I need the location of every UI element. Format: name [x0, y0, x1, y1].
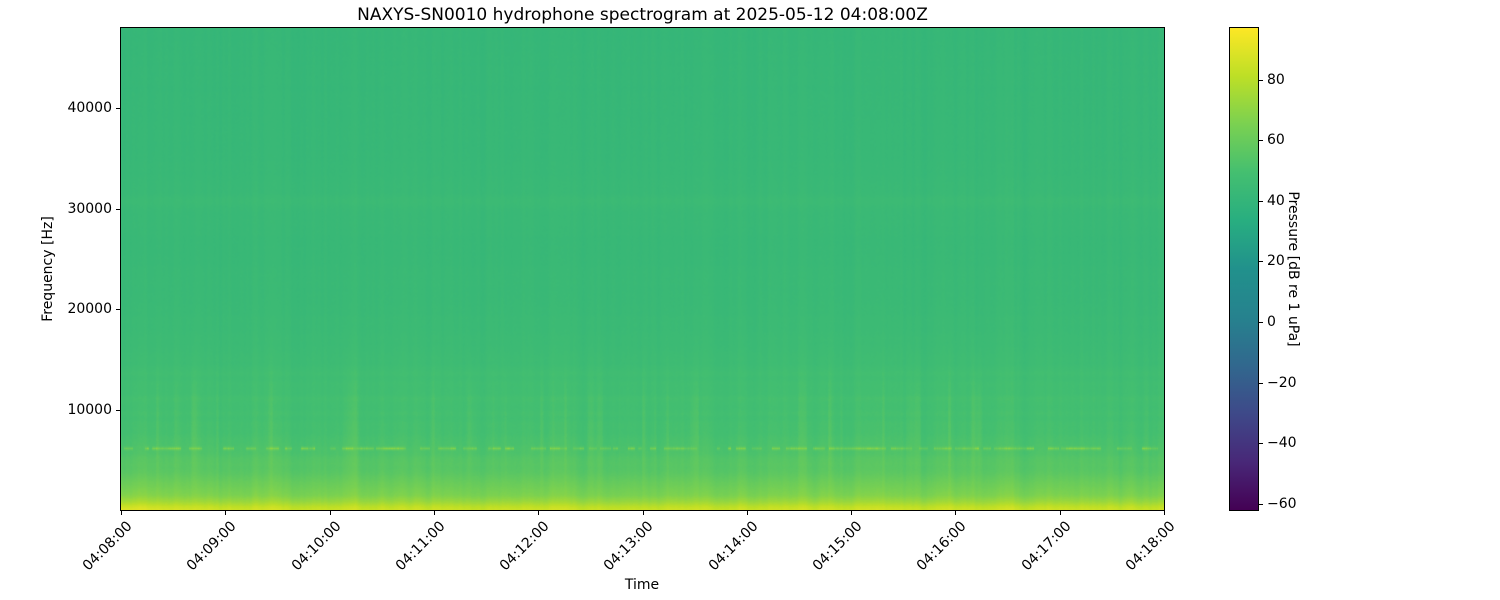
x-tick-label: 04:08:00	[79, 518, 136, 575]
colorbar-tick-label: 60	[1267, 132, 1285, 148]
x-tick-mark	[955, 511, 956, 515]
x-tick-mark	[330, 511, 331, 515]
colorbar-tick-mark	[1259, 443, 1263, 444]
y-tick-mark	[116, 108, 120, 109]
x-tick-label: 04:14:00	[705, 518, 762, 575]
y-tick-label: 10000	[67, 402, 112, 418]
x-tick-mark	[225, 511, 226, 515]
x-tick-mark	[1060, 511, 1061, 515]
colorbar	[1229, 27, 1259, 511]
colorbar-label: Pressure [dB re 1 uPa]	[1285, 191, 1301, 347]
x-tick-mark	[538, 511, 539, 515]
x-tick-label: 04:13:00	[600, 518, 657, 575]
colorbar-tick-label: −20	[1267, 375, 1297, 391]
y-tick-label: 40000	[67, 100, 112, 116]
x-tick-mark	[851, 511, 852, 515]
y-tick-label: 20000	[67, 301, 112, 317]
colorbar-tick-label: −60	[1267, 496, 1297, 512]
y-tick-label: 30000	[67, 201, 112, 217]
spectrogram-image	[121, 28, 1164, 510]
x-tick-label: 04:17:00	[1018, 518, 1075, 575]
x-tick-label: 04:09:00	[183, 518, 240, 575]
colorbar-tick-mark	[1259, 322, 1263, 323]
x-tick-label: 04:16:00	[913, 518, 970, 575]
colorbar-tick-mark	[1259, 201, 1263, 202]
x-tick-mark	[434, 511, 435, 515]
y-tick-mark	[116, 209, 120, 210]
colorbar-tick-label: 80	[1267, 72, 1285, 88]
x-tick-label: 04:12:00	[496, 518, 553, 575]
y-tick-mark	[116, 410, 120, 411]
chart-title: NAXYS-SN0010 hydrophone spectrogram at 2…	[357, 5, 928, 25]
x-tick-label: 04:15:00	[809, 518, 866, 575]
colorbar-tick-label: 0	[1267, 314, 1276, 330]
colorbar-tick-mark	[1259, 261, 1263, 262]
x-tick-label: 04:11:00	[392, 518, 449, 575]
x-axis-label: Time	[624, 577, 660, 593]
colorbar-tick-label: 20	[1267, 253, 1285, 269]
colorbar-tick-mark	[1259, 80, 1263, 81]
colorbar-tick-mark	[1259, 504, 1263, 505]
y-tick-mark	[116, 309, 120, 310]
x-tick-label: 04:10:00	[288, 518, 345, 575]
x-tick-mark	[643, 511, 644, 515]
colorbar-tick-label: −40	[1267, 435, 1297, 451]
x-tick-mark	[1164, 511, 1165, 515]
x-tick-label: 04:18:00	[1122, 518, 1179, 575]
plot-area	[120, 27, 1165, 511]
colorbar-tick-label: 40	[1267, 193, 1285, 209]
colorbar-tick-mark	[1259, 140, 1263, 141]
x-tick-mark	[747, 511, 748, 515]
x-tick-mark	[121, 511, 122, 515]
colorbar-tick-mark	[1259, 383, 1263, 384]
